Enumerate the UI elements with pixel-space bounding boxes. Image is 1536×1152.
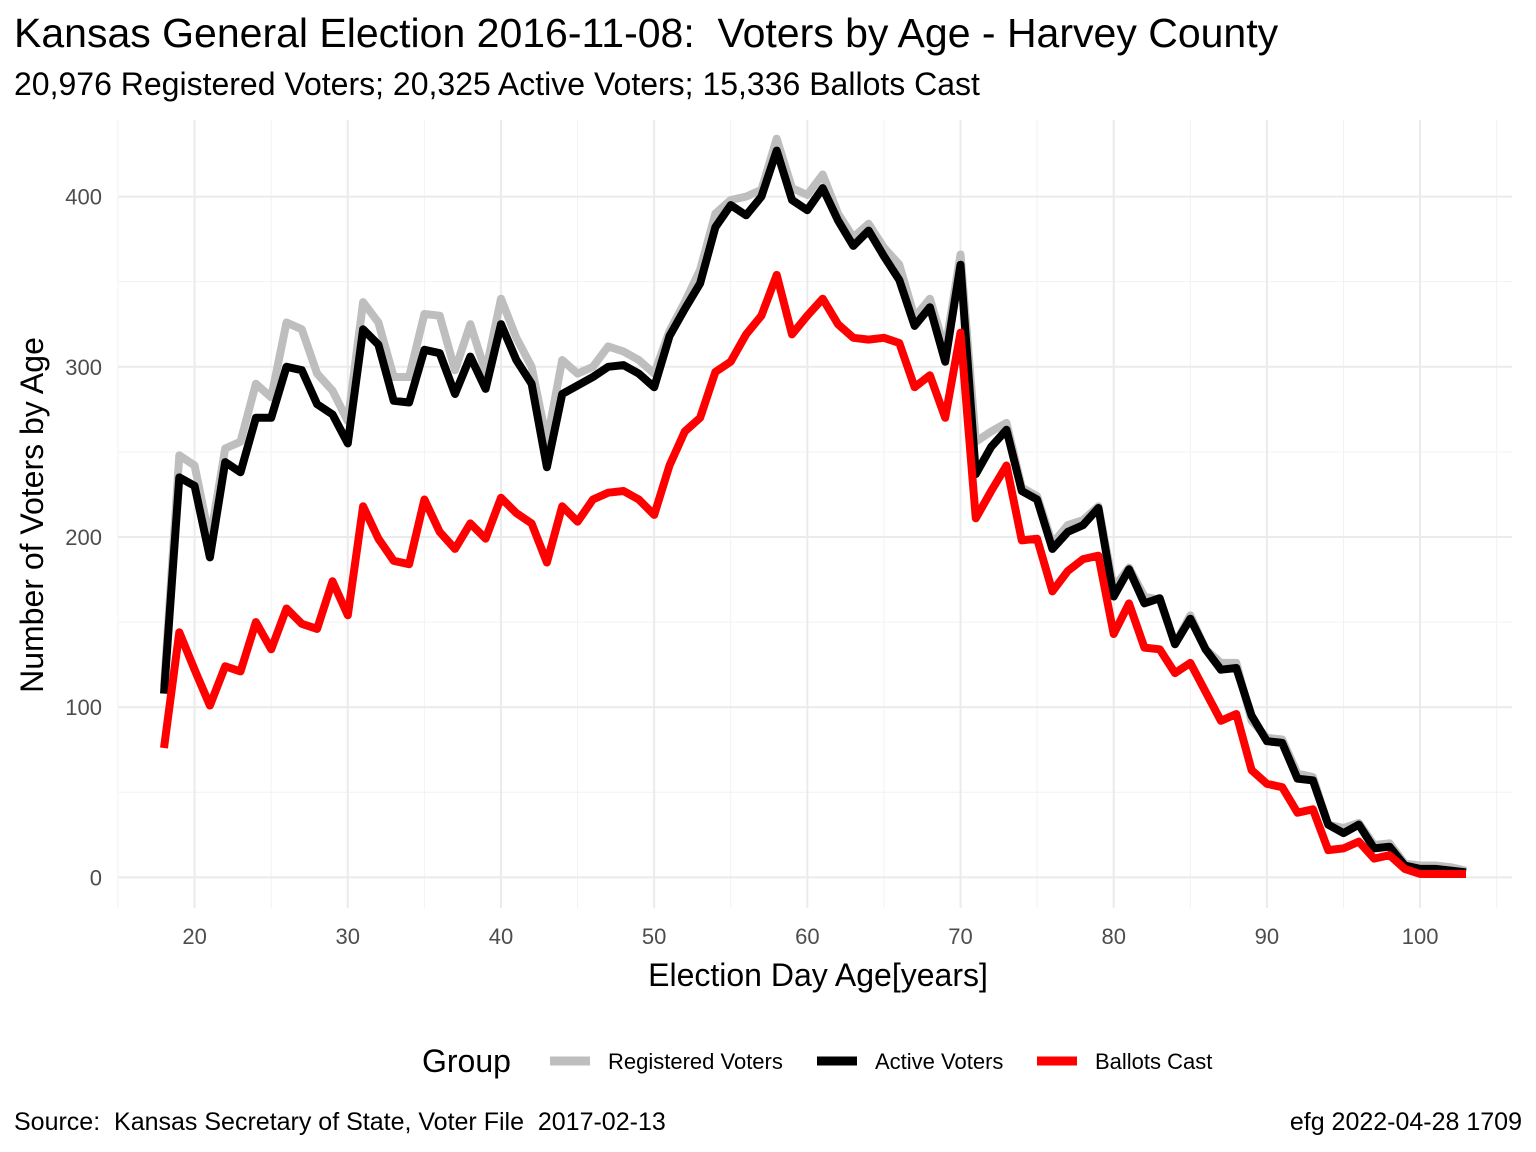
y-tick-label: 0 [90, 865, 102, 890]
y-axis-title: Number of Voters by Age [14, 337, 50, 693]
y-tick-label: 100 [65, 695, 102, 720]
x-tick-label: 40 [489, 924, 513, 949]
series-line-active-voters [160, 146, 1467, 877]
y-tick-label: 300 [65, 355, 102, 380]
legend-label: Registered Voters [608, 1049, 783, 1074]
legend: Group Registered Voters Active Voters Ball… [422, 1043, 1212, 1079]
y-tick-label: 400 [65, 185, 102, 210]
axis-ticks: 20 30 40 50 60 70 80 90 100 0 100 200 300 400 [65, 185, 1438, 949]
legend-label: Ballots Cast [1095, 1049, 1212, 1074]
x-tick-label: 60 [795, 924, 819, 949]
legend-label: Active Voters [875, 1049, 1003, 1074]
series-line-registered-voters [160, 134, 1467, 875]
x-tick-label: 20 [182, 924, 206, 949]
author-caption: efg 2022-04-28 1709 [1289, 1108, 1522, 1136]
grid [117, 120, 1512, 908]
legend-title: Group [422, 1043, 511, 1079]
chart-subtitle: 20,976 Registered Voters; 20,325 Active … [14, 66, 980, 102]
x-tick-label: 30 [336, 924, 360, 949]
x-axis-title: Election Day Age[years] [648, 957, 988, 993]
x-tick-label: 100 [1402, 924, 1439, 949]
source-caption: Source: Kansas Secretary of State, Voter… [14, 1108, 666, 1136]
x-tick-label: 50 [642, 924, 666, 949]
chart-title: Kansas General Election 2016-11-08: Vote… [14, 10, 1279, 56]
x-tick-label: 70 [948, 924, 972, 949]
series-layer [160, 134, 1467, 878]
series-line-ballots-cast [160, 270, 1466, 878]
x-tick-label: 90 [1255, 924, 1279, 949]
y-tick-label: 200 [65, 525, 102, 550]
x-tick-label: 80 [1101, 924, 1125, 949]
